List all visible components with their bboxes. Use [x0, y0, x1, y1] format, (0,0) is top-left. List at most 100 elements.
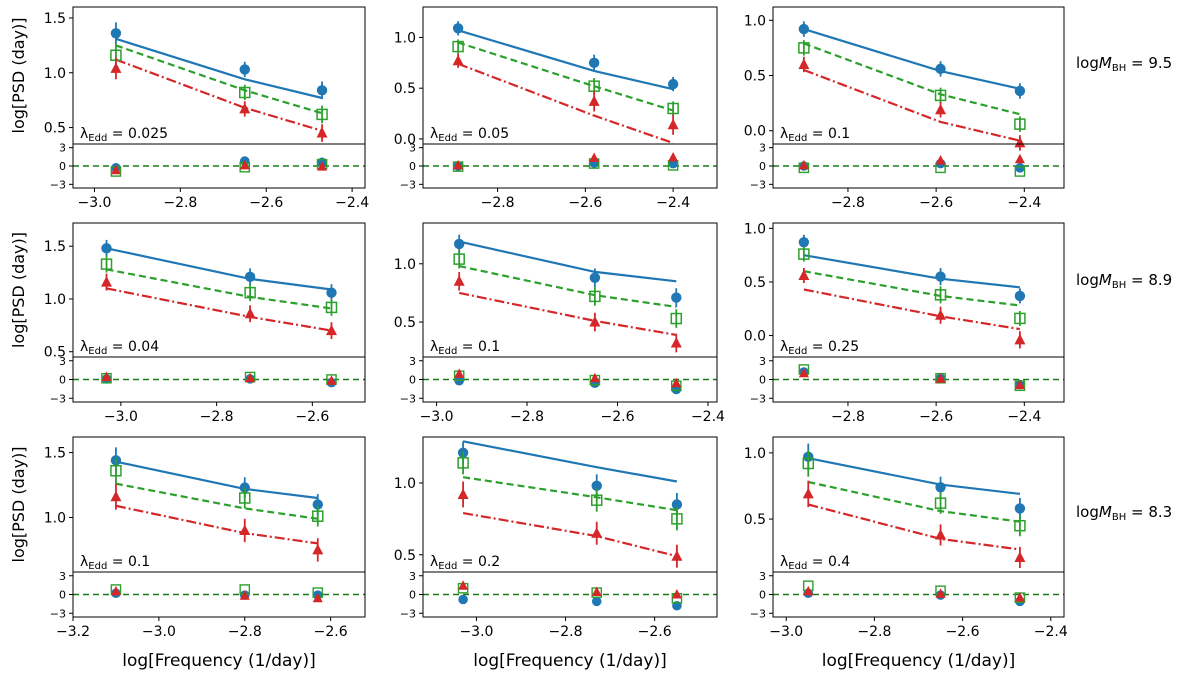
- data-point-red: [588, 95, 600, 106]
- data-point-red: [802, 487, 814, 499]
- panel-3: 0.0 0.5 1.0 −3 0 3 −2.8 −2.6 −2.4 λEdd = 0.1: [744, 6, 1065, 211]
- data-point-green: [588, 80, 600, 92]
- residual-point-red: [589, 152, 600, 163]
- data-point-red: [110, 62, 122, 73]
- model-lines: [458, 240, 677, 336]
- y-axis-label: log[PSD (day)]: [9, 18, 28, 134]
- data-point-green: [457, 457, 469, 469]
- data-point-blue: [798, 237, 810, 248]
- residual-point-red: [671, 589, 682, 599]
- data-point-blue: [798, 23, 810, 35]
- residual-y-tick-label: 0: [759, 589, 766, 602]
- y-tick-label: 0.5: [394, 81, 416, 97]
- residual-y-tick-label: −3: [750, 392, 766, 405]
- x-tick-label: −2.8: [200, 409, 234, 425]
- residual-y-tick-label: 3: [59, 570, 66, 583]
- data-point-green: [1014, 312, 1026, 325]
- panel-1: 0.5 1.0 1.5 −3 0 3 −3.0 −2.8 −2.6 −2.4 λEdd = 0.02…: [44, 6, 369, 211]
- model-lines: [803, 254, 1021, 331]
- data-point-blue: [671, 292, 682, 303]
- model-lines: [808, 457, 1021, 551]
- model-lines: [462, 440, 678, 558]
- data-point-blue: [935, 63, 946, 75]
- x-tick-label: −2.4: [656, 195, 690, 211]
- x-tick-label: −2.6: [919, 409, 953, 425]
- x-axis-label: log[Frequency (1/day)]: [473, 651, 666, 671]
- residual-point-red: [1014, 592, 1025, 602]
- residual-y-tick-label: −3: [400, 392, 416, 405]
- lambda-edd-label: λEdd = 0.25: [780, 339, 859, 357]
- data-point-red: [798, 269, 810, 281]
- x-axis-label: log[Frequency (1/day)]: [122, 651, 315, 671]
- y-tick-label: 1.5: [44, 446, 66, 462]
- residual-y-tick-label: 3: [409, 570, 416, 583]
- panel-9: 0.5 1.0 −3 0 3 −3.0 −2.8 −2.6 −2.4 λEdd = 0.4: [744, 436, 1068, 640]
- data-point-red: [591, 527, 603, 538]
- residual-y-tick-label: 3: [759, 570, 766, 583]
- residual-y-tick-label: 0: [409, 160, 416, 173]
- y-tick-label: 0.5: [744, 69, 766, 85]
- residual-y-tick-label: 3: [59, 142, 66, 155]
- data-point-red: [452, 54, 464, 66]
- data-point-green: [100, 258, 113, 270]
- model-lines: [115, 460, 318, 545]
- model-line-red: [803, 288, 1021, 331]
- model-lines: [803, 28, 1021, 142]
- y-tick-label: 1.0: [44, 292, 66, 308]
- y-tick-label: 1.0: [394, 257, 416, 273]
- y-axis-label: log[PSD (day)]: [9, 447, 28, 563]
- residual-point-green: [1014, 166, 1026, 177]
- y-tick-label: 1.0: [744, 221, 766, 237]
- y-tick-label: 0.0: [744, 124, 766, 140]
- residual-point-red: [1014, 153, 1025, 164]
- residual-y-tick-label: −3: [750, 607, 766, 620]
- residual-point-red: [239, 159, 250, 170]
- lambda-edd-label: λEdd = 0.1: [80, 554, 150, 572]
- data-point-red: [239, 524, 251, 535]
- x-tick-label: −2.8: [549, 624, 583, 640]
- residual-y-tick-label: 0: [409, 589, 416, 602]
- y-tick-label: 0.5: [44, 121, 66, 137]
- residual-y-tick-label: 3: [759, 355, 766, 368]
- data-point-blue: [239, 64, 250, 75]
- x-tick-label: −2.6: [568, 195, 602, 211]
- data-point-red: [101, 276, 113, 287]
- data-point-blue: [312, 499, 323, 510]
- y-tick-label: 0.5: [394, 315, 416, 331]
- residual-point-blue: [458, 594, 468, 605]
- residual-y-tick-label: 0: [59, 589, 66, 602]
- data-point-green: [934, 497, 947, 509]
- residual-y-tick-label: 0: [409, 374, 416, 387]
- x-tick-label: −3.0: [77, 195, 111, 211]
- row-label-mbh: logMBH = 9.5: [1076, 54, 1172, 74]
- panel-5: 0.5 1.0 −3 0 3 −3.0 −2.8 −2.6 −2.4 λEdd = 0.1: [394, 222, 725, 425]
- data-point-blue: [935, 271, 946, 282]
- data-point-blue: [1014, 290, 1026, 302]
- y-tick-label: 0.0: [744, 329, 766, 345]
- x-tick-label: −2.6: [600, 409, 634, 425]
- residual-y-tick-label: −3: [50, 607, 66, 620]
- model-line-red: [458, 291, 677, 336]
- x-tick-label: −2.6: [638, 624, 672, 640]
- data-point-green: [798, 42, 810, 54]
- data-point-red: [453, 275, 465, 286]
- residual-point-red: [458, 580, 469, 590]
- y-tick-label: 1.5: [44, 11, 66, 27]
- data-point-blue: [326, 287, 337, 298]
- row-label-mbh: logMBH = 8.3: [1076, 503, 1172, 523]
- data-point-red: [667, 118, 679, 130]
- residual-point-red: [935, 373, 946, 383]
- data-point-red: [325, 324, 337, 336]
- data-point-green: [670, 312, 683, 325]
- x-tick-label: −3.0: [459, 624, 493, 640]
- model-line-blue: [808, 457, 1021, 495]
- x-tick-label: −2.8: [831, 195, 865, 211]
- model-line-blue: [803, 28, 1021, 90]
- x-tick-label: −2.8: [163, 195, 197, 211]
- residual-point-red: [101, 371, 112, 381]
- y-tick-label: 1.0: [394, 476, 416, 492]
- data-point-green: [934, 289, 947, 301]
- panel-2: 0.0 0.5 1.0 −3 0 3 −2.8 −2.6 −2.4 λEdd = 0.05: [394, 6, 718, 211]
